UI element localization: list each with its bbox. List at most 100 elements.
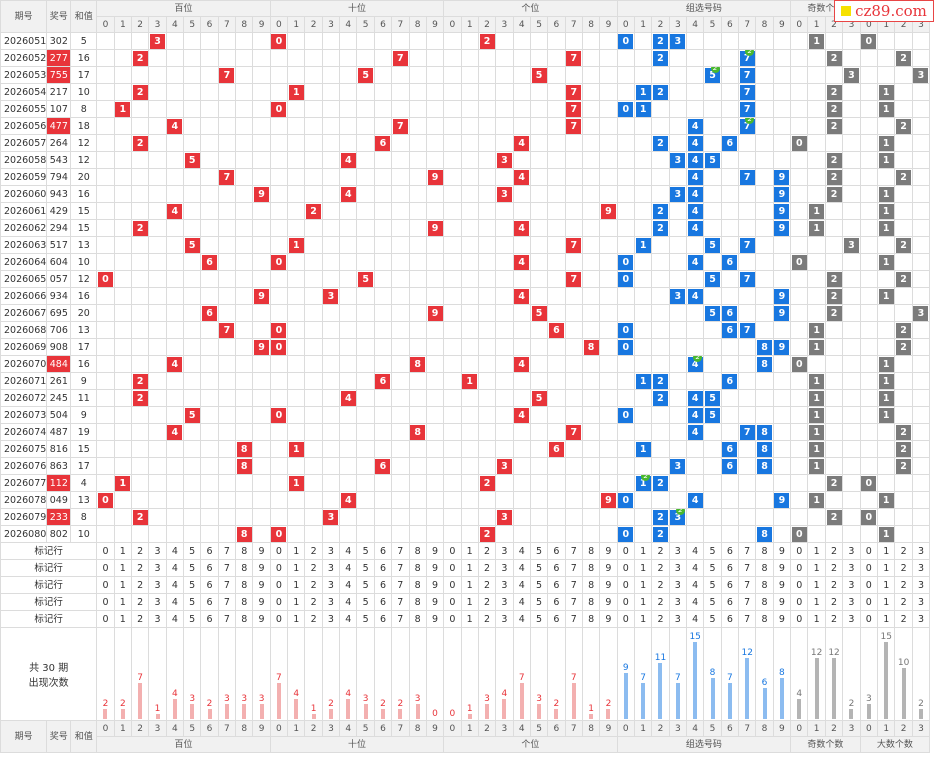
marker-cell[interactable]: 7: [564, 610, 583, 628]
marker-cell[interactable]: 3: [911, 542, 931, 560]
marker-cell[interactable]: 3: [148, 593, 167, 611]
marker-cell[interactable]: 4: [512, 610, 531, 628]
marker-cell[interactable]: 1: [877, 593, 896, 611]
marker-cell[interactable]: 6: [373, 610, 393, 628]
marker-cell[interactable]: 3: [668, 576, 688, 594]
marker-cell[interactable]: 0: [96, 542, 115, 560]
marker-cell[interactable]: 3: [148, 559, 167, 577]
marker-cell[interactable]: 7: [217, 593, 237, 611]
marker-cell[interactable]: 4: [685, 593, 705, 611]
marker-cell[interactable]: 6: [720, 576, 740, 594]
marker-cell[interactable]: 3: [842, 593, 861, 611]
marker-cell[interactable]: 8: [581, 593, 601, 611]
marker-cell[interactable]: 3: [842, 559, 861, 577]
marker-cell[interactable]: 2: [651, 542, 670, 560]
marker-cell[interactable]: 9: [252, 576, 271, 594]
marker-cell[interactable]: 0: [269, 610, 289, 628]
marker-row-label[interactable]: 标记行: [0, 576, 98, 594]
marker-cell[interactable]: 6: [200, 610, 219, 628]
marker-cell[interactable]: 1: [807, 576, 826, 594]
marker-cell[interactable]: 9: [252, 542, 271, 560]
marker-cell[interactable]: 8: [408, 610, 427, 628]
marker-cell[interactable]: 7: [564, 576, 583, 594]
marker-cell[interactable]: 3: [321, 610, 341, 628]
marker-cell[interactable]: 2: [824, 593, 844, 611]
marker-cell[interactable]: 5: [529, 593, 549, 611]
marker-cell[interactable]: 7: [217, 576, 237, 594]
marker-cell[interactable]: 4: [339, 559, 358, 577]
marker-cell[interactable]: 2: [651, 593, 670, 611]
marker-cell[interactable]: 4: [165, 559, 185, 577]
marker-cell[interactable]: 1: [633, 542, 653, 560]
marker-cell[interactable]: 7: [391, 576, 410, 594]
marker-cell[interactable]: 5: [703, 610, 722, 628]
marker-cell[interactable]: 0: [790, 542, 809, 560]
marker-row-label[interactable]: 标记行: [0, 559, 98, 577]
marker-cell[interactable]: 3: [495, 593, 514, 611]
marker-cell[interactable]: 2: [130, 610, 150, 628]
marker-cell[interactable]: 2: [477, 593, 497, 611]
marker-cell[interactable]: 6: [373, 576, 393, 594]
marker-cell[interactable]: 7: [738, 593, 757, 611]
marker-cell[interactable]: 2: [894, 542, 913, 560]
marker-cell[interactable]: 2: [894, 610, 913, 628]
marker-cell[interactable]: 4: [685, 559, 705, 577]
marker-cell[interactable]: 2: [130, 593, 150, 611]
marker-cell[interactable]: 8: [235, 593, 254, 611]
marker-cell[interactable]: 2: [304, 593, 323, 611]
marker-cell[interactable]: 0: [616, 542, 635, 560]
marker-cell[interactable]: 8: [755, 542, 774, 560]
marker-cell[interactable]: 0: [859, 559, 879, 577]
marker-cell[interactable]: 0: [96, 559, 115, 577]
marker-cell[interactable]: 2: [477, 576, 497, 594]
marker-cell[interactable]: 9: [425, 610, 445, 628]
marker-cell[interactable]: 1: [460, 559, 479, 577]
marker-cell[interactable]: 0: [269, 542, 289, 560]
marker-cell[interactable]: 3: [148, 542, 167, 560]
marker-cell[interactable]: 6: [720, 542, 740, 560]
marker-cell[interactable]: 0: [443, 610, 462, 628]
marker-cell[interactable]: 4: [512, 576, 531, 594]
marker-cell[interactable]: 9: [772, 542, 792, 560]
marker-cell[interactable]: 7: [564, 542, 583, 560]
marker-cell[interactable]: 2: [304, 542, 323, 560]
marker-cell[interactable]: 1: [877, 610, 896, 628]
marker-cell[interactable]: 1: [113, 542, 133, 560]
marker-cell[interactable]: 1: [633, 593, 653, 611]
marker-cell[interactable]: 8: [755, 593, 774, 611]
marker-cell[interactable]: 8: [235, 576, 254, 594]
marker-cell[interactable]: 1: [877, 559, 896, 577]
marker-cell[interactable]: 2: [130, 542, 150, 560]
marker-cell[interactable]: 9: [252, 593, 271, 611]
marker-cell[interactable]: 9: [772, 593, 792, 611]
marker-cell[interactable]: 0: [790, 610, 809, 628]
marker-cell[interactable]: 1: [633, 610, 653, 628]
marker-cell[interactable]: 3: [842, 542, 861, 560]
marker-cell[interactable]: 1: [287, 576, 306, 594]
marker-cell[interactable]: 3: [842, 576, 861, 594]
marker-cell[interactable]: 8: [755, 576, 774, 594]
marker-cell[interactable]: 2: [304, 610, 323, 628]
marker-cell[interactable]: 0: [269, 593, 289, 611]
marker-cell[interactable]: 7: [564, 559, 583, 577]
marker-cell[interactable]: 8: [755, 610, 774, 628]
marker-cell[interactable]: 0: [859, 576, 879, 594]
marker-cell[interactable]: 6: [547, 542, 566, 560]
marker-cell[interactable]: 5: [183, 542, 202, 560]
marker-cell[interactable]: 0: [616, 593, 635, 611]
marker-cell[interactable]: 2: [894, 593, 913, 611]
marker-cell[interactable]: 1: [460, 610, 479, 628]
marker-cell[interactable]: 5: [529, 610, 549, 628]
marker-cell[interactable]: 0: [616, 610, 635, 628]
marker-cell[interactable]: 5: [529, 542, 549, 560]
marker-cell[interactable]: 3: [911, 559, 931, 577]
marker-cell[interactable]: 0: [443, 593, 462, 611]
marker-cell[interactable]: 4: [685, 542, 705, 560]
marker-cell[interactable]: 2: [477, 559, 497, 577]
marker-cell[interactable]: 9: [772, 610, 792, 628]
marker-cell[interactable]: 1: [460, 542, 479, 560]
marker-cell[interactable]: 2: [304, 576, 323, 594]
marker-cell[interactable]: 3: [668, 542, 688, 560]
marker-cell[interactable]: 3: [495, 576, 514, 594]
marker-cell[interactable]: 2: [477, 542, 497, 560]
